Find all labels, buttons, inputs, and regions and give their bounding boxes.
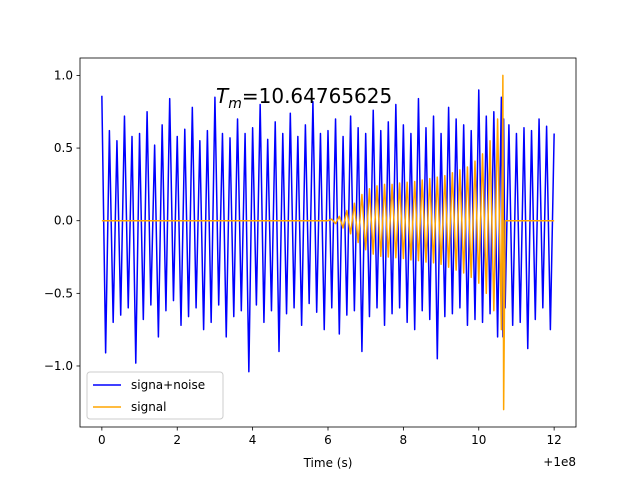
x-offset-label: +1e8 [543,455,576,469]
annotation-symbol: T [216,84,230,108]
annotation-subscript: m [228,96,242,112]
x-axis-label: Time (s) [303,456,353,470]
series-line [101,74,555,411]
y-tick-label: −1.0 [44,359,73,373]
x-tick-label: 2 [173,433,181,447]
x-tick-label: 12 [546,433,561,447]
x-tick-label: 4 [249,433,257,447]
y-tick-label: 0.0 [54,214,73,228]
legend-label: signal [131,400,167,414]
y-tick-label: 0.5 [54,141,73,155]
legend-label: signa+noise [131,378,205,392]
series-line [101,89,555,373]
x-tick-label: 10 [471,433,486,447]
y-tick-label: −0.5 [44,286,73,300]
y-tick-label: 1.0 [54,68,73,82]
x-tick-label: 6 [324,433,332,447]
annotation: Tm=10.64765625 [216,84,392,112]
annotation-text: =10.64765625 [242,84,392,108]
x-tick-label: 0 [98,433,106,447]
x-tick-label: 8 [400,433,408,447]
